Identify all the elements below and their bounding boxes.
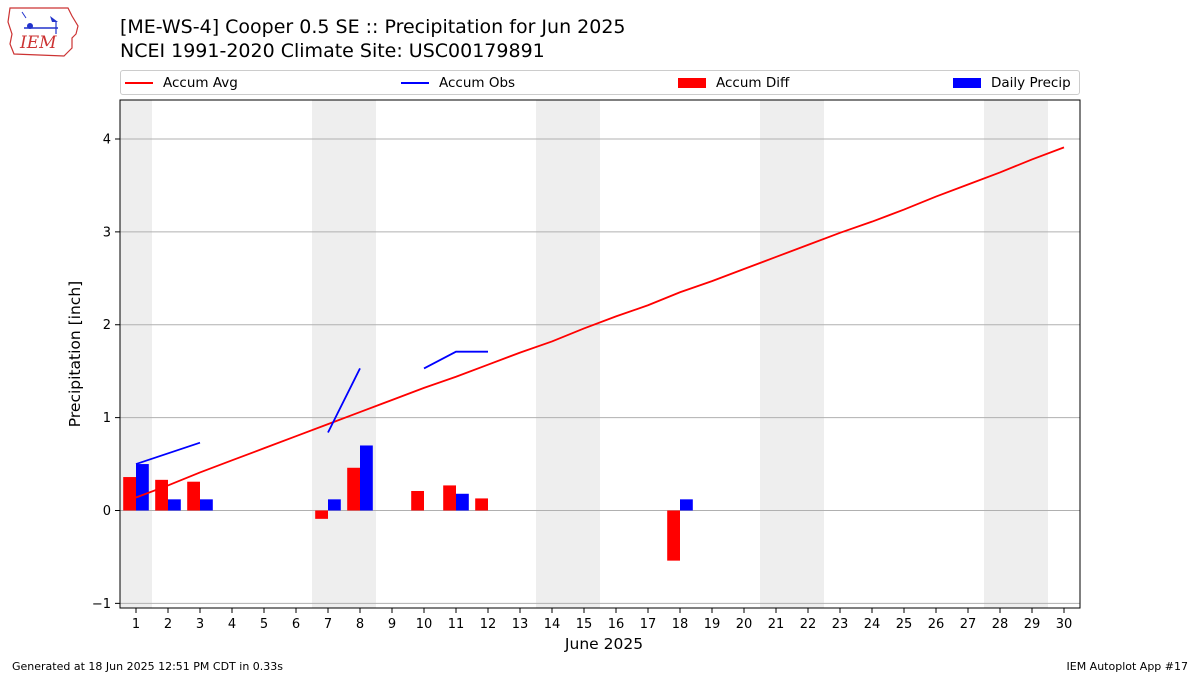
x-tick-label: 28	[992, 617, 1009, 632]
legend-label-daily-precip: Daily Precip	[991, 74, 1071, 91]
weekend-band	[536, 100, 600, 608]
x-tick-label: 19	[704, 617, 721, 632]
accum-diff-bar	[155, 479, 168, 511]
x-tick-label: 15	[576, 617, 593, 632]
accum-avg-line	[135, 146, 1065, 499]
daily-precip-bar	[200, 499, 213, 511]
y-tick-label: −1	[92, 597, 111, 612]
iowa-state-outline-logo-icon: IEM	[7, 7, 79, 57]
daily-precip-bar	[456, 493, 469, 511]
x-tick-label: 4	[228, 617, 236, 632]
plot-frame	[119, 99, 1081, 609]
x-tick-label: 20	[736, 617, 753, 632]
x-tick-label: 10	[416, 617, 433, 632]
daily-precip-bar	[168, 499, 181, 511]
accum-diff-bar	[475, 498, 488, 511]
legend-swatch-daily-precip	[953, 77, 981, 88]
accum-diff-bar	[411, 490, 424, 511]
weekend-band	[984, 100, 1048, 608]
legend-swatch-accum-avg	[125, 81, 153, 84]
legend-label-accum-avg: Accum Avg	[163, 74, 238, 91]
x-tick-label: 18	[672, 617, 689, 632]
accum-diff-bar	[187, 481, 200, 511]
y-tick-label: 2	[103, 318, 111, 333]
logo-text: IEM	[19, 33, 57, 53]
weekend-band	[760, 100, 824, 608]
accum-diff-bar	[315, 510, 328, 519]
x-tick-label: 27	[960, 617, 977, 632]
x-tick-label: 26	[928, 617, 945, 632]
legend-item-daily-precip: Daily Precip	[953, 71, 1071, 94]
accum-diff-bar	[443, 485, 456, 511]
x-tick-label: 21	[768, 617, 785, 632]
weekend-band	[312, 100, 376, 608]
chart-legend: Accum Avg Accum Obs Accum Diff Daily Pre…	[120, 70, 1080, 95]
x-axis-label: June 2025	[564, 635, 643, 653]
accum-diff-bar	[667, 510, 680, 561]
accum-diff-bar	[347, 467, 360, 511]
legend-label-accum-diff: Accum Diff	[716, 74, 790, 91]
legend-item-accum-diff: Accum Diff	[678, 71, 789, 94]
x-tick-label: 23	[832, 617, 849, 632]
x-tick-label: 30	[1056, 617, 1073, 632]
legend-item-accum-avg: Accum Avg	[125, 71, 238, 94]
chart-title: [ME-WS-4] Cooper 0.5 SE :: Precipitation…	[120, 16, 626, 38]
legend-label-accum-obs: Accum Obs	[439, 74, 516, 91]
y-tick-label: 0	[103, 504, 111, 519]
x-tick-label: 14	[544, 617, 561, 632]
accum-obs-line	[135, 441, 201, 465]
y-axis-label: Precipitation [inch]	[66, 281, 84, 427]
legend-swatch-accum-obs	[401, 81, 429, 84]
chart-subtitle: NCEI 1991-2020 Climate Site: USC00179891	[120, 40, 545, 62]
generated-timestamp: Generated at 18 Jun 2025 12:51 PM CDT in…	[12, 660, 284, 673]
legend-swatch-accum-diff	[678, 77, 706, 88]
x-tick-label: 22	[800, 617, 817, 632]
daily-precip-bar	[360, 445, 373, 511]
x-tick-label: 7	[324, 617, 332, 632]
x-tick-label: 24	[864, 617, 881, 632]
legend-item-accum-obs: Accum Obs	[401, 71, 515, 94]
x-tick-label: 5	[260, 617, 268, 632]
daily-precip-bar	[328, 499, 341, 511]
daily-precip-bar	[136, 464, 149, 511]
app-credit: IEM Autoplot App #17	[1066, 660, 1189, 673]
x-tick-label: 6	[292, 617, 300, 632]
x-tick-label: 11	[448, 617, 465, 632]
x-tick-label: 25	[896, 617, 913, 632]
x-tick-label: 16	[608, 617, 625, 632]
y-tick-label: 1	[103, 411, 111, 426]
x-tick-label: 29	[1024, 617, 1041, 632]
y-tick-label: 4	[103, 133, 111, 148]
x-tick-label: 13	[512, 617, 529, 632]
accum-diff-bar	[123, 477, 136, 511]
iem-logo: IEM	[6, 4, 82, 62]
accum-obs-line	[327, 367, 361, 433]
x-tick-label: 1	[132, 617, 140, 632]
x-tick-label: 8	[356, 617, 364, 632]
x-tick-label: 3	[196, 617, 204, 632]
accum-obs-line	[423, 350, 488, 370]
x-tick-label: 9	[388, 617, 396, 632]
x-tick-label: 12	[480, 617, 497, 632]
daily-precip-bar	[680, 499, 693, 511]
x-tick-label: 2	[164, 617, 172, 632]
weekend-band	[120, 100, 152, 608]
x-tick-label: 17	[640, 617, 657, 632]
y-tick-label: 3	[103, 225, 111, 240]
